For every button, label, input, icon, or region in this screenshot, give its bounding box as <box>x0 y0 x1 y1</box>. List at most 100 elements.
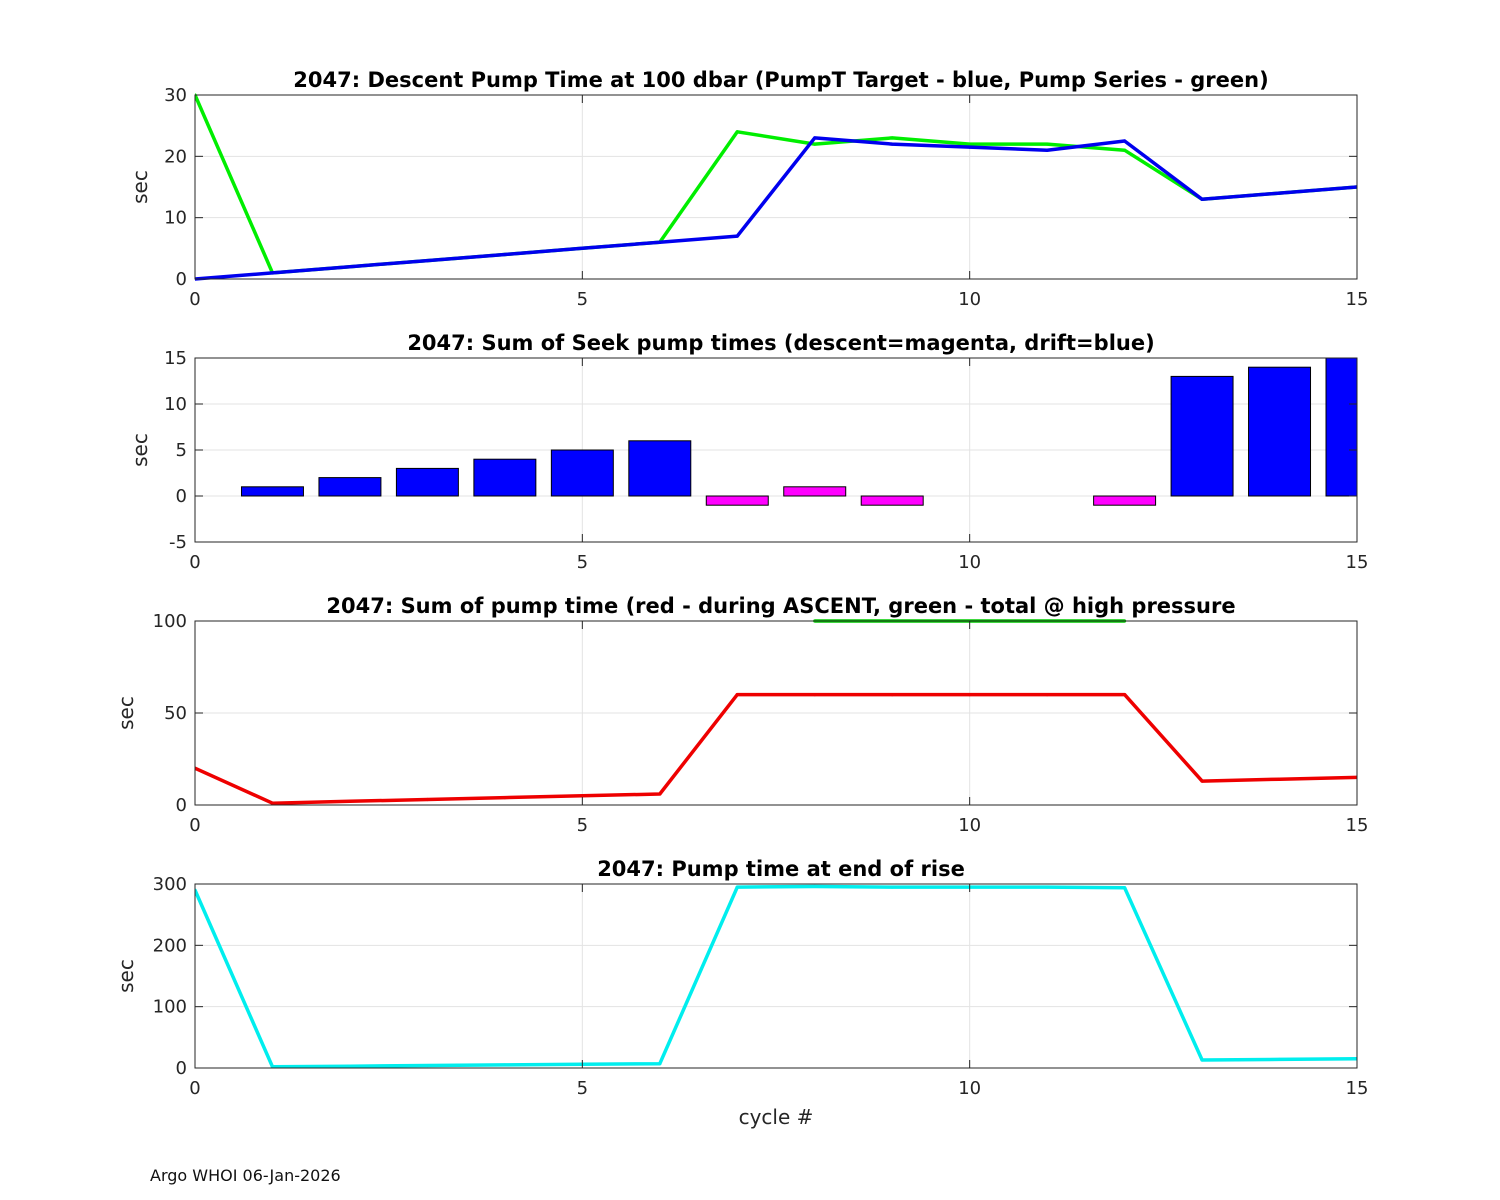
x-tick-label: 5 <box>577 289 588 310</box>
x-tick-label: 10 <box>958 815 981 836</box>
data-layer <box>195 93 1357 281</box>
chart-title: 2047: Descent Pump Time at 100 dbar (Pum… <box>293 68 1268 92</box>
data-point-s2-x3 <box>425 259 429 263</box>
y-tick-label: 100 <box>153 611 187 632</box>
data-point-s2-x1 <box>270 271 275 275</box>
x-tick-label: 15 <box>1346 815 1369 836</box>
axes-box <box>194 883 1358 1069</box>
data-point-s2-x5 <box>580 794 584 798</box>
data-point-s2-x12 <box>1123 693 1127 697</box>
data-point-s1-x6 <box>658 1062 662 1066</box>
data-layer <box>240 357 1357 506</box>
axes-box <box>194 94 1358 280</box>
y-tick-label: 300 <box>153 874 187 895</box>
y-tick-label: 5 <box>176 440 187 461</box>
y-tick-label: -5 <box>169 532 187 553</box>
bar-series1-x13 <box>1170 375 1234 497</box>
series-line-1 <box>195 884 1357 1069</box>
data-point-s1-x10 <box>968 142 972 146</box>
y-tick-label: 0 <box>176 1058 187 1079</box>
data-point-s1-x11 <box>1045 142 1049 146</box>
data-point-s2-x6 <box>658 792 662 796</box>
data-layer <box>195 884 1357 1069</box>
data-point-s2-x8 <box>813 136 817 140</box>
data-point-s2-x6 <box>658 240 662 244</box>
bar-series1-x6 <box>628 440 692 497</box>
bar-series1-x3 <box>395 467 459 497</box>
data-point-s1-x13 <box>1200 1058 1204 1062</box>
data-point-s1-x8 <box>813 142 817 146</box>
footer-note: Argo WHOI 06-Jan-2026 <box>150 1166 341 1185</box>
chart-title: 2047: Sum of Seek pump times (descent=ma… <box>407 331 1154 355</box>
data-point-s2-x9 <box>890 693 894 697</box>
data-point-s2-x4 <box>503 796 507 800</box>
x-tick-label: 5 <box>577 1078 588 1099</box>
x-tick-label: 10 <box>958 552 981 573</box>
data-point-s1-x14 <box>1277 1057 1282 1062</box>
data-point-s2-x1 <box>270 801 275 805</box>
x-axis-label: cycle # <box>739 1105 814 1129</box>
data-point-s2-x10 <box>968 145 972 149</box>
x-tick-label: 0 <box>189 815 200 836</box>
data-point-s2-x11 <box>1045 693 1049 697</box>
bar-series2-x8 <box>783 486 847 497</box>
data-point-s2-x11 <box>1045 148 1049 152</box>
bar-series1-x1 <box>240 486 304 497</box>
data-point-s2-x14 <box>1277 777 1282 781</box>
data-point-s2-x7 <box>735 234 739 238</box>
y-tick-label: 20 <box>164 146 187 167</box>
x-tick-label: 5 <box>577 815 588 836</box>
data-point-s2-x2 <box>348 799 352 803</box>
bar-series1-x15 <box>1325 357 1357 497</box>
chart-title: 2047: Sum of pump time (red - during ASC… <box>326 594 1235 618</box>
plot-area <box>195 884 1357 1068</box>
y-tick-label: 200 <box>153 935 187 956</box>
y-axis-label: sec <box>128 433 152 467</box>
series-line-2 <box>195 692 1357 805</box>
x-tick-label: 10 <box>958 289 981 310</box>
y-axis-label: sec <box>114 959 138 993</box>
y-tick-label: 0 <box>176 795 187 816</box>
y-tick-label: 0 <box>176 486 187 507</box>
data-point-s2-x12 <box>1123 139 1127 143</box>
x-tick-label: 15 <box>1346 1078 1369 1099</box>
bar-series2-x7 <box>705 495 769 506</box>
bar-series2-x9 <box>860 495 924 506</box>
y-tick-label: 15 <box>164 348 187 369</box>
data-point-s2-x3 <box>425 797 429 802</box>
bar-series2-x12 <box>1093 495 1157 506</box>
series-line-2 <box>195 136 1357 281</box>
data-point-s1-x9 <box>890 885 894 889</box>
chart-panel-4: 0 5 10 15 0 100 200 300 2047: Pump time at end o… <box>114 857 1368 1129</box>
bar-series1-x5 <box>550 449 614 497</box>
data-point-s2-x10 <box>968 693 972 697</box>
data-point-s2-x4 <box>503 252 507 257</box>
data-point-s2-x5 <box>580 246 584 250</box>
y-tick-label: 100 <box>153 997 187 1018</box>
x-tick-label: 10 <box>958 1078 981 1099</box>
y-tick-label: 30 <box>164 85 187 106</box>
y-axis-label: sec <box>128 170 152 204</box>
data-point-s1-x4 <box>503 1063 507 1067</box>
x-tick-label: 15 <box>1346 552 1369 573</box>
x-tick-label: 15 <box>1346 289 1369 310</box>
bar-series1-x4 <box>473 458 537 497</box>
y-tick-label: 0 <box>176 269 187 290</box>
y-tick-label: 50 <box>164 703 187 724</box>
data-point-s1-x8 <box>813 884 817 889</box>
y-tick-label: 10 <box>164 394 187 415</box>
y-axis-label: sec <box>114 696 138 730</box>
data-point-s2-x13 <box>1200 197 1204 201</box>
data-point-s1-x12 <box>1123 148 1127 152</box>
data-point-s1-x9 <box>890 136 894 140</box>
chart-panel-1: 0 5 10 15 0 10 20 30 2047: Descent Pump Time at … <box>128 68 1368 310</box>
data-point-s1-x7 <box>735 130 739 134</box>
x-tick-label: 5 <box>577 552 588 573</box>
y-tick-label: 10 <box>164 208 187 229</box>
bar-series1-x14 <box>1248 366 1312 497</box>
data-point-s1-x11 <box>1045 885 1049 889</box>
data-point-s1-x7 <box>735 885 739 889</box>
x-tick-label: 0 <box>189 1078 200 1099</box>
